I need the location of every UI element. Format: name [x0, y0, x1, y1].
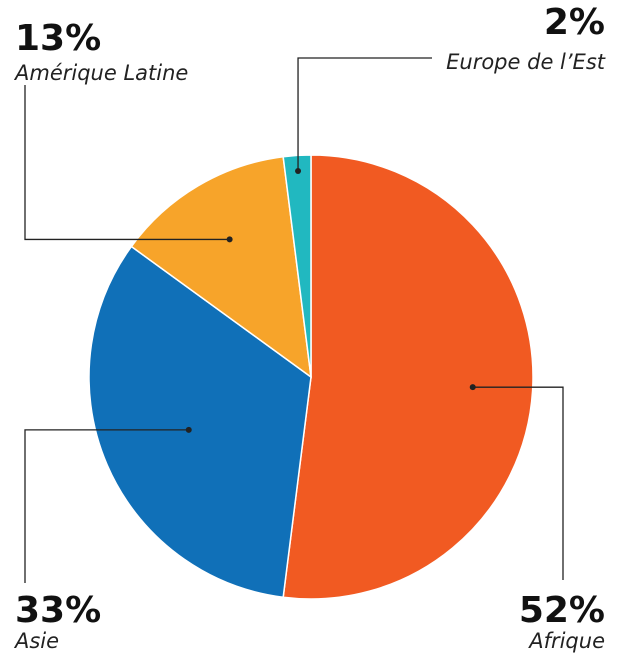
leader-line [24, 429, 189, 583]
slice-percent: 13% [15, 18, 101, 59]
slice-percent: 52% [519, 590, 605, 631]
leader-dot [469, 384, 476, 391]
slice-percent: 2% [544, 2, 605, 43]
leader-dot [295, 167, 302, 174]
slice-percent: 33% [15, 590, 101, 631]
leader-line [472, 386, 564, 580]
slice-name: Afrique [527, 629, 605, 653]
pie-slice [88, 245, 312, 599]
slice-name: Amérique Latine [13, 61, 188, 85]
pie-slice [282, 154, 534, 600]
leader-dot [226, 236, 233, 243]
pie-slice [130, 155, 312, 379]
leader-line [24, 85, 230, 241]
slice-name: Europe de l’Est [446, 50, 606, 74]
leader-line [297, 57, 432, 171]
slice-name: Asie [13, 629, 59, 653]
pie-slice [282, 154, 312, 378]
leader-dot [185, 426, 192, 433]
